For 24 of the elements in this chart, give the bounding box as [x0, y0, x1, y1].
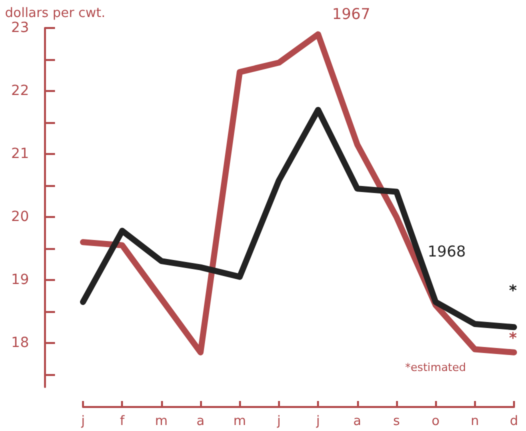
y-tick-label: 23	[11, 20, 29, 36]
x-tick-label: f	[120, 414, 125, 429]
y-tick-label: 20	[11, 208, 29, 225]
x-tick-label: o	[432, 414, 440, 429]
x-tick-label: n	[470, 414, 479, 429]
x-tick-label: j	[80, 414, 85, 429]
x-tick-label: s	[393, 414, 400, 429]
x-tick-label: d	[510, 414, 518, 429]
annotation: *	[509, 282, 517, 300]
x-tick-label: j	[315, 414, 320, 429]
annotation: *	[509, 328, 517, 347]
x-tick-label: a	[196, 414, 205, 429]
y-tick-label: 19	[11, 272, 29, 288]
x-tick-label: a	[353, 414, 362, 429]
series-label: 1968	[428, 242, 466, 260]
y-axis-title: dollars per cwt.	[5, 6, 106, 21]
x-tick-label: j	[276, 414, 281, 429]
y-tick-label: 22	[11, 82, 29, 99]
x-tick-label: m	[155, 414, 168, 429]
y-tick-label: 21	[11, 146, 29, 162]
x-tick-label: m	[233, 414, 246, 429]
series-label: 1967	[332, 4, 370, 23]
annotation: *estimated	[405, 361, 466, 374]
y-tick-label: 18	[11, 334, 29, 351]
